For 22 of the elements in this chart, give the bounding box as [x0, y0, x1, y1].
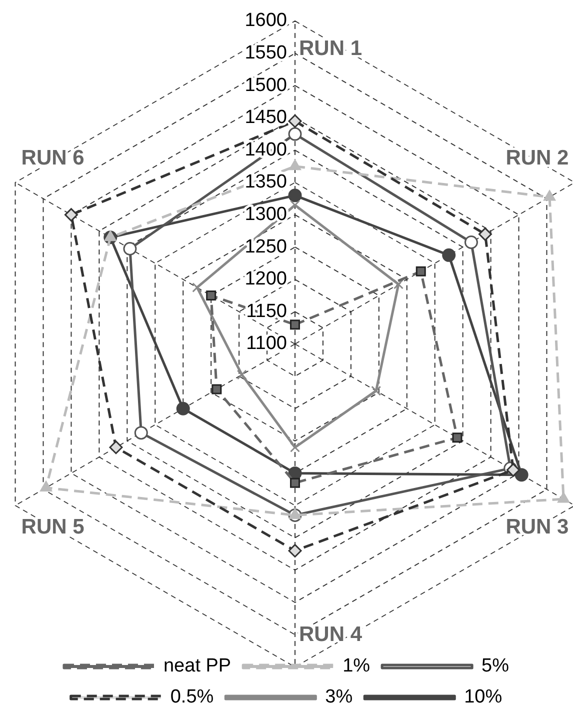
legend-label: 3% — [325, 686, 353, 708]
y-tick-label: 1550 — [244, 42, 287, 64]
y-tick-label: 1450 — [244, 107, 287, 128]
y-tick-label: 1100 — [246, 333, 287, 354]
spoke-label: RUN 3 — [506, 515, 569, 538]
spoke-label: RUN 1 — [299, 36, 362, 60]
spoke-label: RUN 4 — [299, 622, 362, 646]
y-tick-label: 1350 — [244, 172, 287, 193]
spoke-label: RUN 6 — [21, 146, 84, 170]
y-tick-label: 1600 — [244, 10, 287, 32]
y-tick-label: 1200 — [244, 268, 287, 290]
y-tick-label: 1150 — [246, 300, 287, 322]
legend-label: 1% — [342, 656, 370, 677]
y-tick-label: 1300 — [244, 204, 287, 226]
y-tick-label: 1500 — [244, 74, 287, 96]
legend-label: 5% — [482, 656, 510, 677]
legend-label: 10% — [464, 686, 502, 708]
legend-label: neat PP — [163, 656, 232, 677]
legend-label: 0.5% — [170, 686, 214, 708]
spoke-label: RUN 5 — [21, 515, 85, 538]
y-tick-label: 1250 — [244, 236, 287, 258]
spoke-label: RUN 2 — [506, 146, 569, 170]
